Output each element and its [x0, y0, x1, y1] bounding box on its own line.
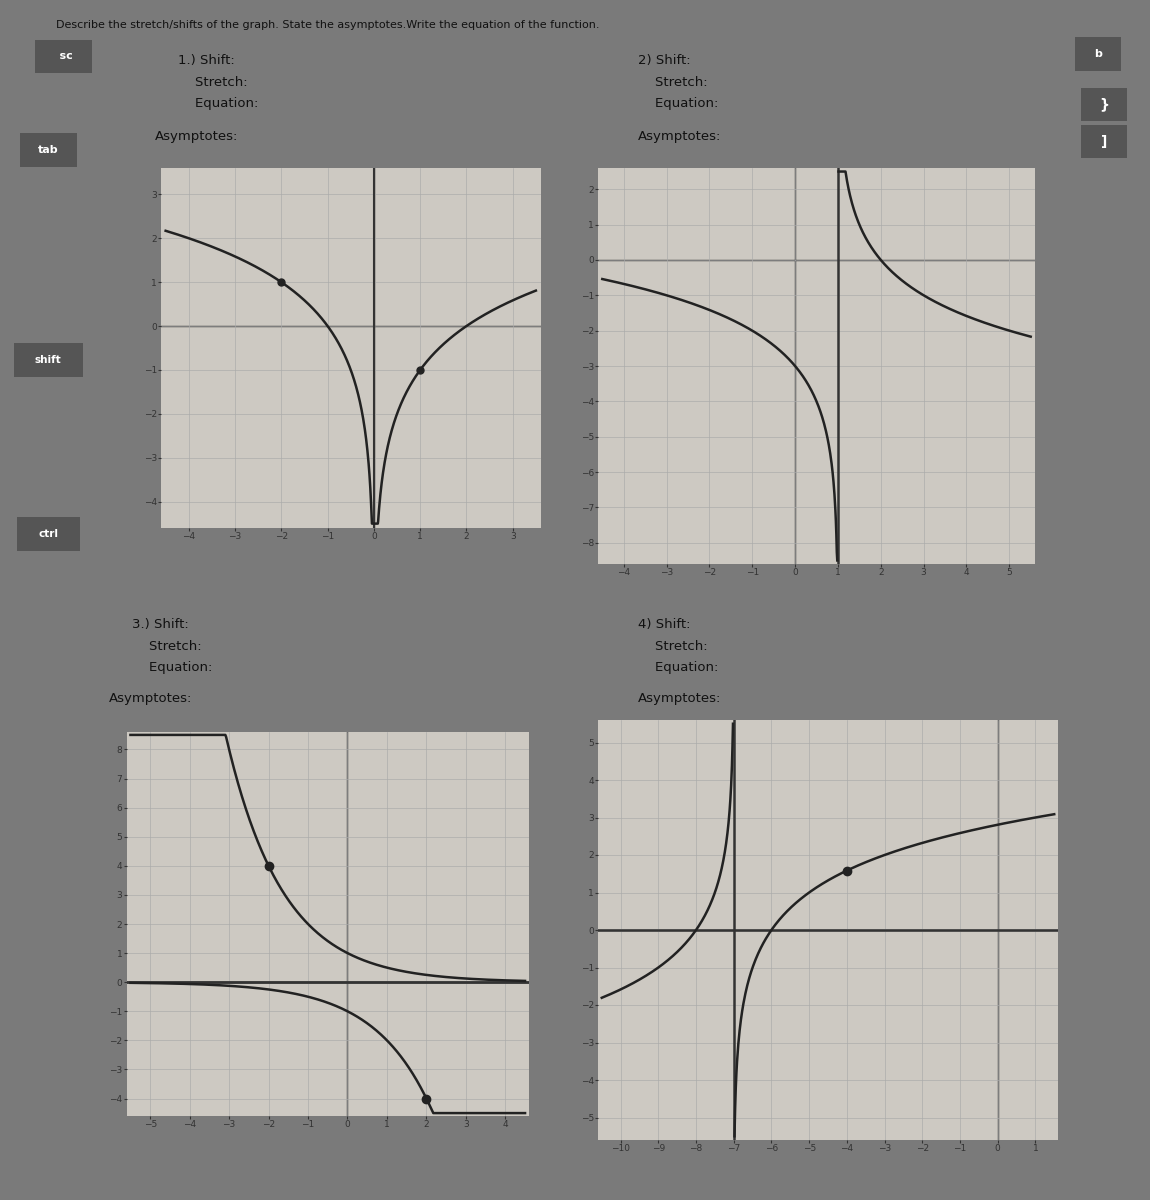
FancyBboxPatch shape: [1073, 36, 1124, 72]
FancyBboxPatch shape: [32, 38, 94, 74]
Text: ]: ]: [1101, 134, 1107, 149]
Text: ctrl: ctrl: [38, 529, 59, 539]
FancyBboxPatch shape: [1079, 124, 1129, 160]
Text: Asymptotes:: Asymptotes:: [109, 692, 193, 706]
Text: tab: tab: [38, 145, 59, 155]
Text: esc: esc: [53, 52, 74, 61]
Text: Asymptotes:: Asymptotes:: [155, 130, 239, 143]
Text: Describe the stretch/shifts of the graph. State the asymptotes.Write the equatio: Describe the stretch/shifts of the graph…: [56, 20, 599, 30]
Text: Stretch:: Stretch:: [638, 640, 708, 653]
Text: Stretch:: Stretch:: [178, 76, 248, 89]
Text: Equation:: Equation:: [638, 661, 719, 674]
FancyBboxPatch shape: [10, 342, 86, 378]
Text: 4) Shift:: 4) Shift:: [638, 618, 691, 631]
FancyBboxPatch shape: [1079, 86, 1129, 122]
Text: Asymptotes:: Asymptotes:: [638, 692, 722, 706]
Text: 1.) Shift:: 1.) Shift:: [178, 54, 235, 67]
FancyBboxPatch shape: [14, 516, 83, 552]
Text: Equation:: Equation:: [132, 661, 213, 674]
Text: Asymptotes:: Asymptotes:: [638, 130, 722, 143]
Text: Equation:: Equation:: [638, 97, 719, 110]
Text: Stretch:: Stretch:: [638, 76, 708, 89]
Text: Equation:: Equation:: [178, 97, 259, 110]
Text: 2) Shift:: 2) Shift:: [638, 54, 691, 67]
Text: Stretch:: Stretch:: [132, 640, 202, 653]
FancyBboxPatch shape: [36, 38, 61, 74]
Text: b: b: [1095, 49, 1102, 59]
Text: shift: shift: [34, 355, 62, 365]
Text: 3.) Shift:: 3.) Shift:: [132, 618, 189, 631]
FancyBboxPatch shape: [16, 132, 80, 168]
Text: }: }: [1099, 97, 1109, 112]
